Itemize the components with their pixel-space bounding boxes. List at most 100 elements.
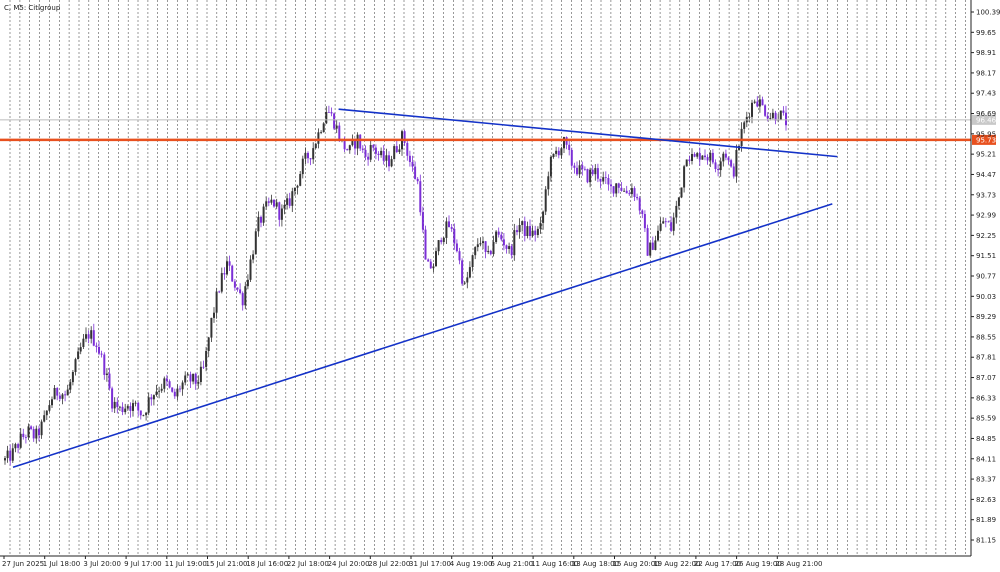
candle-body <box>171 387 174 392</box>
x-tick-label: 13 Aug 18:00 <box>572 560 619 568</box>
candlestick-series <box>4 94 787 466</box>
candle-body <box>578 165 581 175</box>
candle-body <box>6 450 9 459</box>
candle-body <box>343 139 346 150</box>
candle-body <box>539 222 542 229</box>
y-tick-label: 86.33 <box>976 394 996 402</box>
candle-body <box>124 408 127 413</box>
candle-body <box>711 152 714 163</box>
trendline[interactable] <box>338 108 838 158</box>
candle-body <box>623 190 626 192</box>
candle-body <box>432 266 435 269</box>
candle-body <box>785 112 787 126</box>
candle-body <box>38 428 40 436</box>
candle-body <box>226 261 228 275</box>
candle-body <box>643 214 646 229</box>
candle-body <box>427 259 430 262</box>
candle-body <box>160 388 163 391</box>
candle-body <box>327 112 330 113</box>
candle-body <box>617 183 620 188</box>
candle-body <box>625 190 628 194</box>
candle-body <box>231 265 234 282</box>
candle-body <box>766 115 769 119</box>
candle-body <box>194 373 197 384</box>
candle-body <box>510 246 513 256</box>
candle-body <box>641 210 644 214</box>
candle-body <box>312 148 315 160</box>
candle-body <box>782 110 785 113</box>
candle-body <box>179 388 181 390</box>
candle-body <box>273 199 275 207</box>
candle-body <box>484 241 487 252</box>
candle-body <box>142 415 145 417</box>
candle-body <box>30 426 33 429</box>
candle-body <box>213 312 215 318</box>
candle-body <box>137 402 140 411</box>
candle-body <box>262 206 265 223</box>
candle-body <box>691 154 693 161</box>
candle-body <box>429 261 432 269</box>
candle-body <box>299 174 302 186</box>
candle-body <box>667 221 670 223</box>
candle-body <box>152 395 155 400</box>
candle-body <box>158 390 161 392</box>
candle-body <box>32 429 35 439</box>
candle-body <box>437 240 440 252</box>
candle-body <box>719 161 722 171</box>
candle-body <box>717 169 720 171</box>
candle-body <box>664 221 667 223</box>
candle-body <box>134 402 137 404</box>
candle-body <box>630 188 633 195</box>
chart-overlays: 96.46 95.73 <box>0 108 997 469</box>
candle-body <box>659 223 662 231</box>
candle-body <box>51 399 53 406</box>
current-price-badge <box>972 114 996 125</box>
candle-body <box>463 282 466 284</box>
candle-body <box>105 373 108 375</box>
candle-body <box>278 202 281 220</box>
candle-body <box>189 374 192 382</box>
candle-body <box>163 378 166 389</box>
x-tick-label: 4 Aug 19:00 <box>450 560 493 568</box>
y-tick-label: 88.55 <box>976 333 996 341</box>
horizontal-level-label: 95.73 <box>976 136 996 144</box>
price-axis: 100.39 99.65 98.91 98.17 97.43 96.69 95.95 95.2… <box>971 9 1000 545</box>
candle-body <box>709 152 712 161</box>
y-tick-label: 87.07 <box>976 374 996 382</box>
candle-body <box>779 110 782 120</box>
candle-body <box>758 99 761 107</box>
candle-body <box>95 345 98 347</box>
candle-body <box>288 198 291 206</box>
candle-body <box>359 134 362 149</box>
candle-body <box>442 237 445 242</box>
candle-body <box>173 391 176 397</box>
candle-body <box>482 241 484 244</box>
candle-body <box>85 334 87 339</box>
candle-body <box>748 116 751 118</box>
x-tick-label: 28 Jul 22:00 <box>368 560 410 568</box>
candle-body <box>612 186 615 194</box>
candle-body <box>479 243 482 245</box>
candle-body <box>704 155 706 158</box>
candle-body <box>421 212 424 230</box>
candle-body <box>706 157 709 161</box>
candle-body <box>583 168 586 170</box>
candle-body <box>388 155 390 167</box>
trendline[interactable] <box>12 203 833 469</box>
y-tick-label: 82.63 <box>976 496 996 504</box>
candle-body <box>657 230 659 241</box>
candle-body <box>756 101 759 107</box>
candle-body <box>40 421 43 436</box>
candle-body <box>150 397 153 400</box>
candle-body <box>563 137 565 149</box>
candle-body <box>126 406 129 409</box>
x-tick-label: 6 Aug 21:00 <box>490 560 533 568</box>
candle-body <box>210 317 213 338</box>
candle-body <box>751 102 753 117</box>
candle-body <box>445 221 448 238</box>
candle-body <box>291 191 294 206</box>
candle-body <box>293 187 296 192</box>
candle-body <box>267 201 270 203</box>
candle-body <box>98 347 100 354</box>
